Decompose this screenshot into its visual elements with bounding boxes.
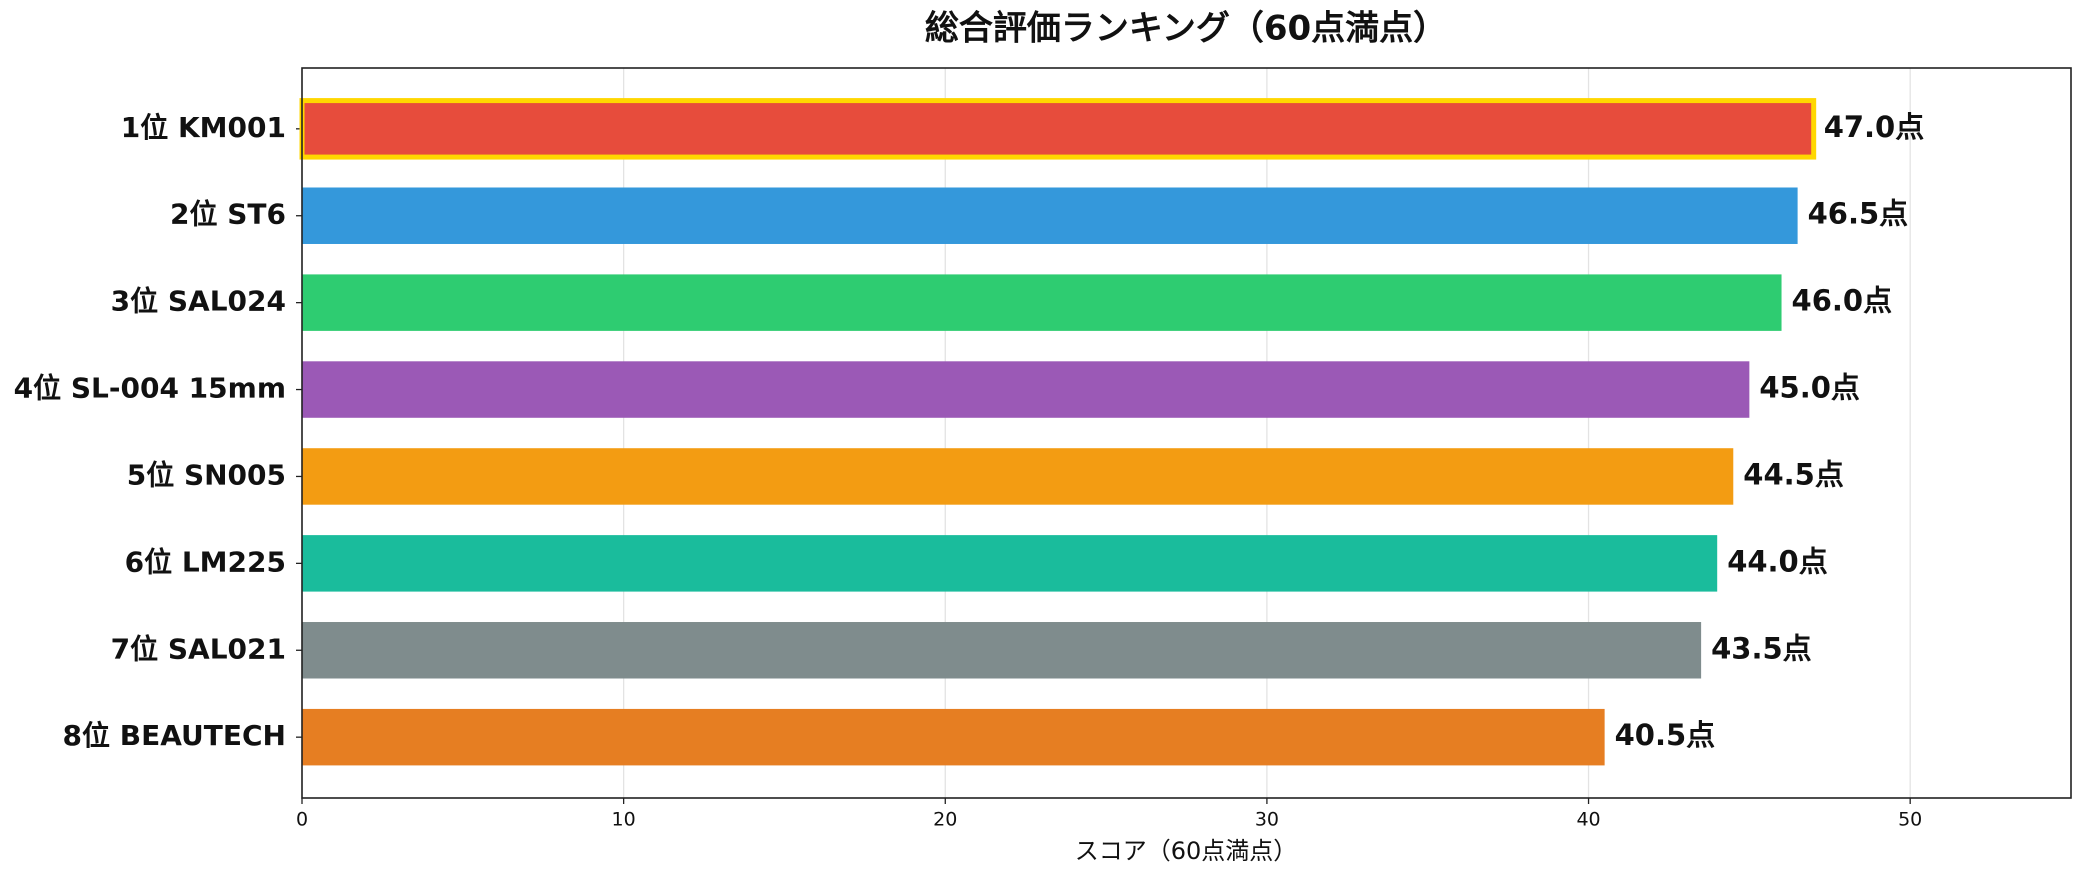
- bar: [302, 448, 1734, 505]
- value-label: 45.0点: [1759, 371, 1860, 405]
- y-tick-label: 4位 SL-004 15mm: [14, 372, 286, 405]
- value-label: 46.5点: [1808, 197, 1909, 231]
- value-label: 46.0点: [1792, 284, 1893, 318]
- bar: [302, 708, 1605, 766]
- x-tick-label: 0: [296, 809, 308, 831]
- bar: [302, 535, 1718, 592]
- x-tick-label: 10: [612, 809, 636, 831]
- y-tick-label: 2位 ST6: [170, 198, 286, 231]
- plot-frame: [301, 67, 2072, 799]
- chart-title: 総合評価ランキング（60点満点）: [925, 9, 1447, 49]
- x-axis-label: スコア（60点満点）: [1075, 837, 1298, 865]
- y-tick-label: 5位 SN005: [127, 458, 286, 491]
- x-tick-label: 30: [1255, 809, 1279, 831]
- bar: [299, 98, 1817, 160]
- value-label: 40.5点: [1615, 718, 1716, 752]
- x-tick-label: 50: [1898, 809, 1922, 831]
- x-tick-label: 40: [1576, 809, 1600, 831]
- bar: [302, 361, 1750, 418]
- y-tick-label: 8位 BEAUTECH: [63, 719, 286, 752]
- value-label: 44.5点: [1743, 457, 1844, 491]
- bar: [302, 622, 1702, 679]
- x-tick-label: 20: [933, 809, 957, 831]
- bar: [302, 187, 1798, 244]
- y-tick-label: 1位 KM001: [121, 111, 286, 144]
- value-label: 47.0点: [1824, 110, 1925, 144]
- value-label: 43.5点: [1711, 631, 1812, 665]
- bar: [302, 274, 1782, 331]
- y-tick-label: 3位 SAL024: [111, 285, 286, 318]
- y-tick-label: 7位 SAL021: [111, 632, 286, 665]
- y-tick-label: 6位 LM225: [125, 545, 286, 578]
- value-label: 44.0点: [1727, 544, 1828, 578]
